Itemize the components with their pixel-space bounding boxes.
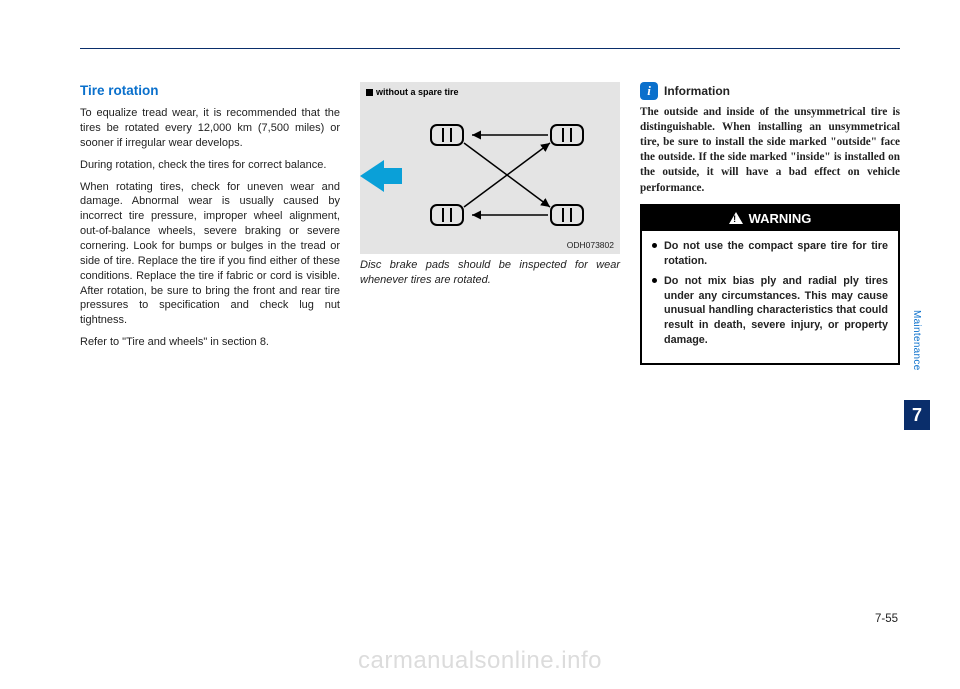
- warning-item-1: Do not use the compact spare tire for ti…: [652, 239, 888, 268]
- rotation-arrows-icon: [366, 102, 614, 252]
- top-divider: [80, 48, 900, 49]
- section-side-label: Maintenance: [911, 310, 922, 371]
- diagram-container: without a spare tire: [360, 82, 620, 254]
- para-3: When rotating tires, check for uneven we…: [80, 180, 340, 328]
- information-body: The outside and inside of the unsym­metr…: [640, 105, 900, 196]
- diagram-label-text: without a spare tire: [376, 86, 459, 98]
- column-2: without a spare tire: [360, 82, 620, 365]
- section-side-number: 7: [904, 400, 930, 430]
- warning-triangle-icon: [729, 212, 743, 224]
- information-title: Information: [664, 83, 730, 99]
- info-icon: i: [640, 82, 658, 100]
- column-1: Tire rotation To equalize tread wear, it…: [80, 82, 340, 365]
- diagram-caption: Disc brake pads should be inspected for …: [360, 258, 620, 288]
- diagram-code: ODH073802: [567, 240, 614, 251]
- warning-body: Do not use the compact spare tire for ti…: [642, 231, 898, 363]
- page-number: 7-55: [875, 613, 898, 625]
- para-2: During rotation, check the tires for cor…: [80, 158, 340, 173]
- diagram-label: without a spare tire: [366, 86, 614, 98]
- warning-header: WARNING: [642, 206, 898, 232]
- tire-rotation-diagram: [366, 102, 614, 252]
- page-content: Tire rotation To equalize tread wear, it…: [80, 82, 900, 365]
- para-1: To equalize tread wear, it is recom­mend…: [80, 106, 340, 151]
- warning-item-2: Do not mix bias ply and radial ply tires…: [652, 274, 888, 347]
- warning-title: WARNING: [749, 210, 812, 228]
- warning-box: WARNING Do not use the compact spare tir…: [640, 204, 900, 365]
- tire-rotation-heading: Tire rotation: [80, 82, 340, 100]
- para-4: Refer to "Tire and wheels" in section 8.: [80, 335, 340, 350]
- watermark: carmanualsonline.info: [0, 647, 960, 675]
- information-header: i Information: [640, 82, 900, 100]
- square-icon: [366, 89, 373, 96]
- column-3: i Information The outside and inside of …: [640, 82, 900, 365]
